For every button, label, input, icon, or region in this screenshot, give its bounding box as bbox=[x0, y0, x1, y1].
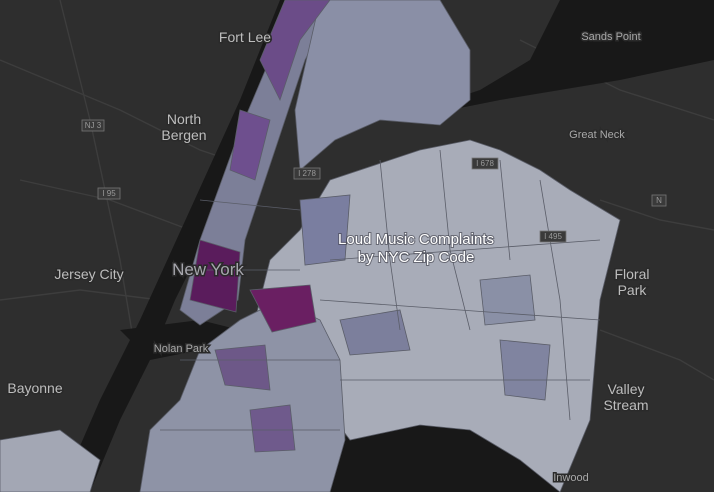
place-label: Bayonne bbox=[7, 380, 62, 396]
shield-label: I 495 bbox=[544, 232, 562, 241]
shield-label: I 678 bbox=[476, 159, 494, 168]
shield-label: NJ 3 bbox=[85, 121, 102, 130]
shield-label: I 95 bbox=[102, 189, 116, 198]
place-label: New York bbox=[172, 260, 244, 279]
place-label: Jersey City bbox=[54, 266, 123, 282]
place-label: Valley bbox=[607, 381, 644, 397]
place-labels: Fort Lee Sands Point North Bergen Great … bbox=[6, 28, 651, 486]
place-label: Nolan Park bbox=[154, 343, 209, 355]
shield bbox=[293, 167, 321, 180]
map-title: Loud Music Complaints bbox=[338, 231, 494, 248]
place-label: Sands Point bbox=[581, 31, 640, 43]
shield bbox=[81, 119, 105, 132]
place-label: Fort Lee bbox=[219, 29, 271, 45]
shield bbox=[97, 187, 121, 200]
zip-areas bbox=[0, 0, 621, 492]
shield bbox=[539, 230, 567, 243]
shield bbox=[651, 194, 667, 207]
place-label: North bbox=[167, 111, 201, 127]
shield bbox=[471, 157, 499, 170]
place-label: Inwood bbox=[553, 472, 588, 484]
shield-label: I 278 bbox=[298, 169, 316, 178]
place-label: Bergen bbox=[161, 127, 206, 143]
shields: NJ 3 I 95 I 278 I 495 I 678 N bbox=[81, 119, 667, 243]
map-subtitle: by NYC Zip Code bbox=[358, 249, 475, 266]
shield-label: N bbox=[656, 196, 662, 205]
place-label: Park bbox=[618, 282, 648, 298]
place-label: Stream bbox=[603, 397, 648, 413]
place-label: Great Neck bbox=[569, 129, 625, 141]
place-label: Floral bbox=[614, 266, 649, 282]
